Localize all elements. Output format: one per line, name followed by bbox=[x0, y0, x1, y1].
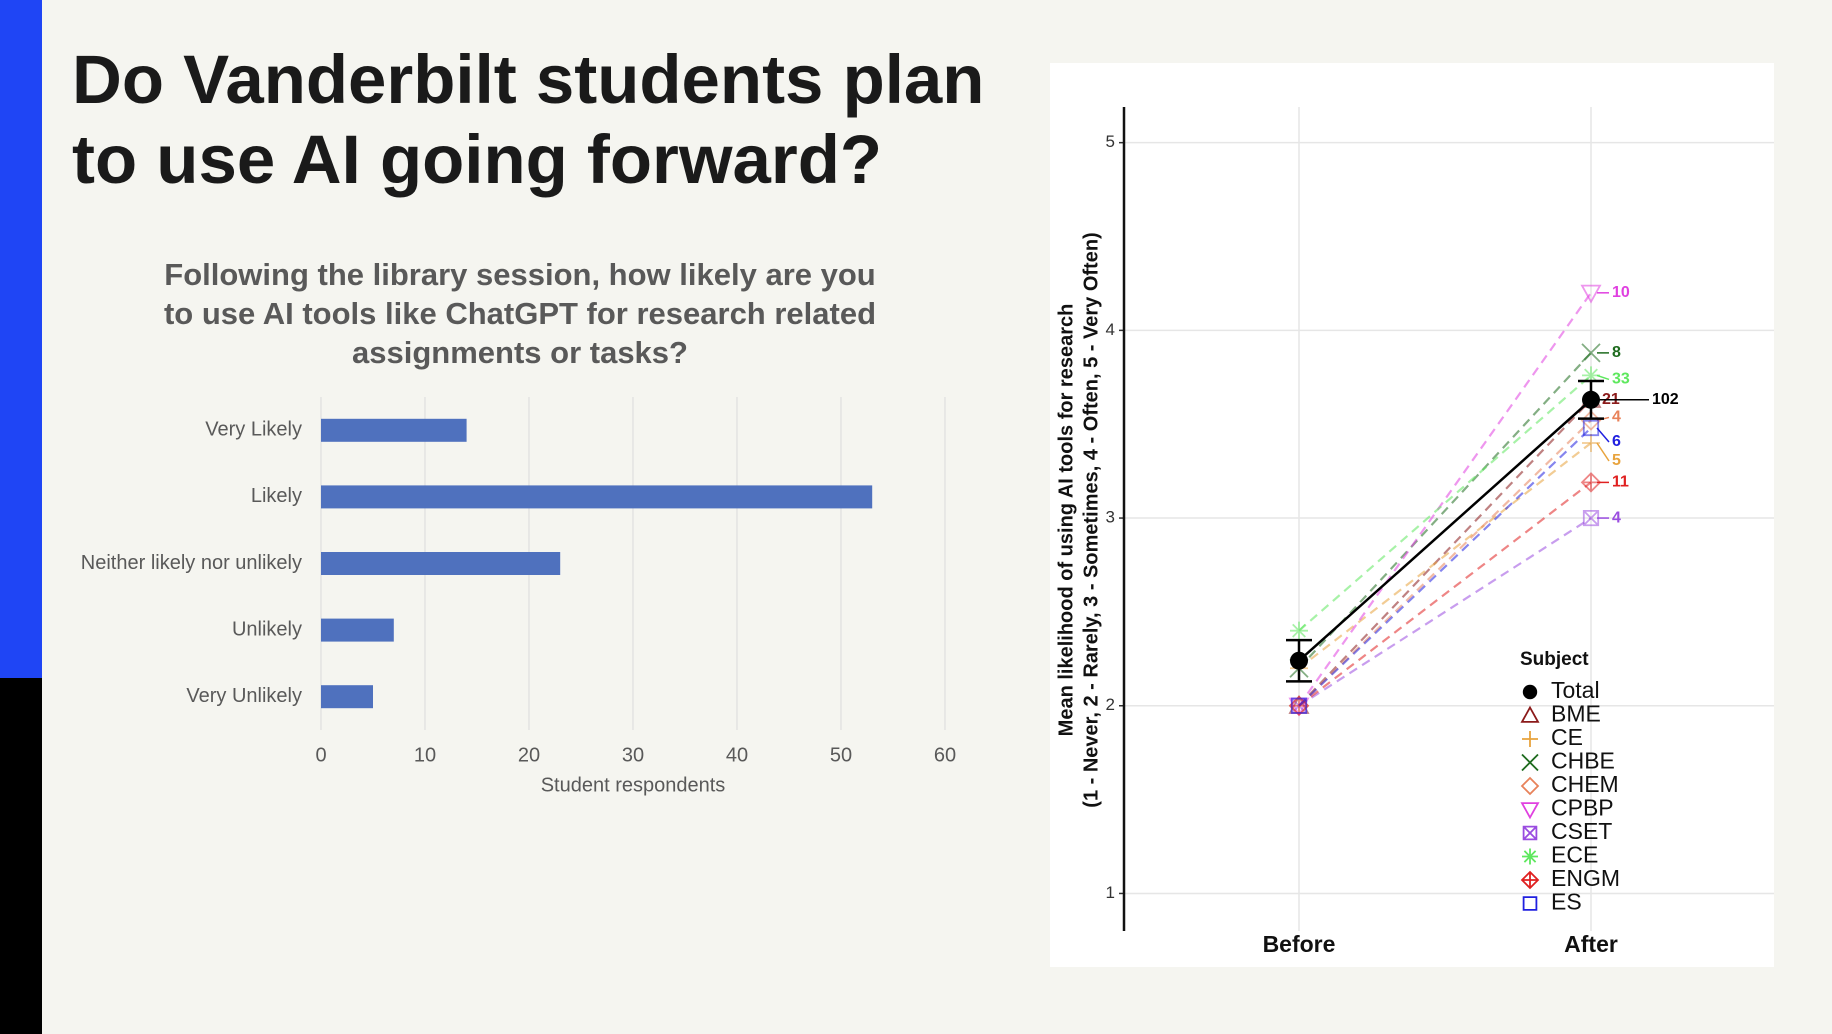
series-line bbox=[1298, 374, 1592, 632]
legend-label: CSET bbox=[1551, 818, 1612, 844]
y-axis-label: (1 - Never, 2 - Rarely, 3 - Sometimes, 4… bbox=[1080, 232, 1102, 807]
count-label: 8 bbox=[1612, 344, 1621, 361]
marker bbox=[1580, 284, 1602, 304]
count-label: 6 bbox=[1612, 433, 1621, 450]
marker bbox=[1582, 366, 1600, 385]
marker bbox=[1290, 651, 1308, 670]
bar bbox=[321, 618, 394, 642]
series-line bbox=[1298, 399, 1592, 707]
bar bbox=[321, 685, 373, 709]
count-label: 10 bbox=[1612, 284, 1630, 301]
x-tick-label: 10 bbox=[414, 744, 436, 766]
legend-label: BME bbox=[1551, 701, 1601, 727]
marker bbox=[1522, 848, 1538, 865]
x-axis-label: Student respondents bbox=[541, 774, 726, 796]
x-tick-label: 40 bbox=[726, 744, 748, 766]
legend-label: CHEM bbox=[1551, 771, 1619, 797]
y-tick-label: 1 bbox=[1106, 883, 1115, 902]
legend-label: CE bbox=[1551, 724, 1583, 750]
legend-label: CHBE bbox=[1551, 748, 1615, 774]
series-line bbox=[1298, 427, 1592, 707]
x-tick-label: Before bbox=[1263, 931, 1336, 957]
marker bbox=[1582, 390, 1600, 409]
label-leader bbox=[1596, 374, 1610, 381]
x-tick-label: 20 bbox=[518, 744, 540, 766]
x-tick-label: 50 bbox=[830, 744, 852, 766]
marker bbox=[1581, 343, 1601, 363]
count-label: 33 bbox=[1612, 371, 1630, 388]
y-tick-label: Very Likely bbox=[205, 419, 302, 441]
y-tick-label: 2 bbox=[1106, 695, 1115, 714]
marker bbox=[1290, 697, 1308, 714]
count-label: 102 bbox=[1652, 391, 1679, 408]
count-label: 5 bbox=[1612, 452, 1621, 469]
bar bbox=[321, 552, 561, 575]
marker bbox=[1290, 621, 1308, 640]
legend-label: CPBP bbox=[1551, 795, 1614, 821]
count-label: 4 bbox=[1612, 409, 1621, 426]
x-tick-label: 0 bbox=[315, 744, 326, 766]
marker bbox=[1522, 684, 1538, 700]
series-line bbox=[1298, 517, 1592, 707]
marker bbox=[1521, 753, 1539, 772]
y-axis-label: Mean likelihood of using AI tools for re… bbox=[1055, 304, 1077, 737]
count-label: 11 bbox=[1612, 474, 1629, 491]
marker bbox=[1582, 509, 1600, 527]
marker bbox=[1522, 825, 1538, 841]
series-line bbox=[1298, 352, 1592, 669]
marker bbox=[1522, 731, 1538, 747]
y-tick-label: Neither likely nor unlikely bbox=[81, 552, 302, 574]
marker bbox=[1520, 776, 1540, 796]
plot-panel bbox=[1050, 63, 1774, 967]
y-tick-label: 5 bbox=[1106, 132, 1115, 151]
bar bbox=[321, 485, 873, 509]
marker bbox=[1520, 705, 1540, 723]
series-line bbox=[1298, 292, 1592, 707]
series-line bbox=[1298, 442, 1592, 670]
y-tick-label: 3 bbox=[1106, 508, 1115, 527]
label-leader bbox=[1596, 442, 1610, 462]
legend-label: Total bbox=[1551, 677, 1600, 703]
page-title: Do Vanderbilt students plan to use AI go… bbox=[72, 41, 985, 198]
count-label: 4 bbox=[1612, 509, 1621, 526]
series-line bbox=[1298, 481, 1592, 707]
marker bbox=[1288, 695, 1310, 717]
x-tick-label: 30 bbox=[622, 744, 644, 766]
y-tick-label: Unlikely bbox=[232, 618, 302, 640]
marker bbox=[1520, 802, 1540, 820]
y-tick-label: Likely bbox=[251, 485, 302, 507]
label-leader bbox=[1596, 427, 1610, 443]
bar bbox=[321, 418, 467, 442]
y-tick-label: Very Unlikely bbox=[186, 685, 302, 707]
legend-label: ES bbox=[1551, 889, 1582, 915]
marker bbox=[1522, 896, 1538, 911]
marker bbox=[1520, 870, 1540, 890]
x-tick-label: 60 bbox=[934, 744, 956, 766]
accent-bar bbox=[0, 0, 42, 678]
legend-label: ECE bbox=[1551, 842, 1598, 868]
x-tick-label: After bbox=[1564, 931, 1618, 957]
accent-bar-dark bbox=[0, 678, 42, 1034]
legend-label: ENGM bbox=[1551, 865, 1620, 891]
legend-title: Subject bbox=[1520, 649, 1589, 670]
chart-title: Following the library session, how likel… bbox=[163, 257, 877, 370]
y-tick-label: 4 bbox=[1106, 320, 1115, 339]
marker bbox=[1582, 419, 1600, 437]
series-line bbox=[1298, 398, 1592, 662]
